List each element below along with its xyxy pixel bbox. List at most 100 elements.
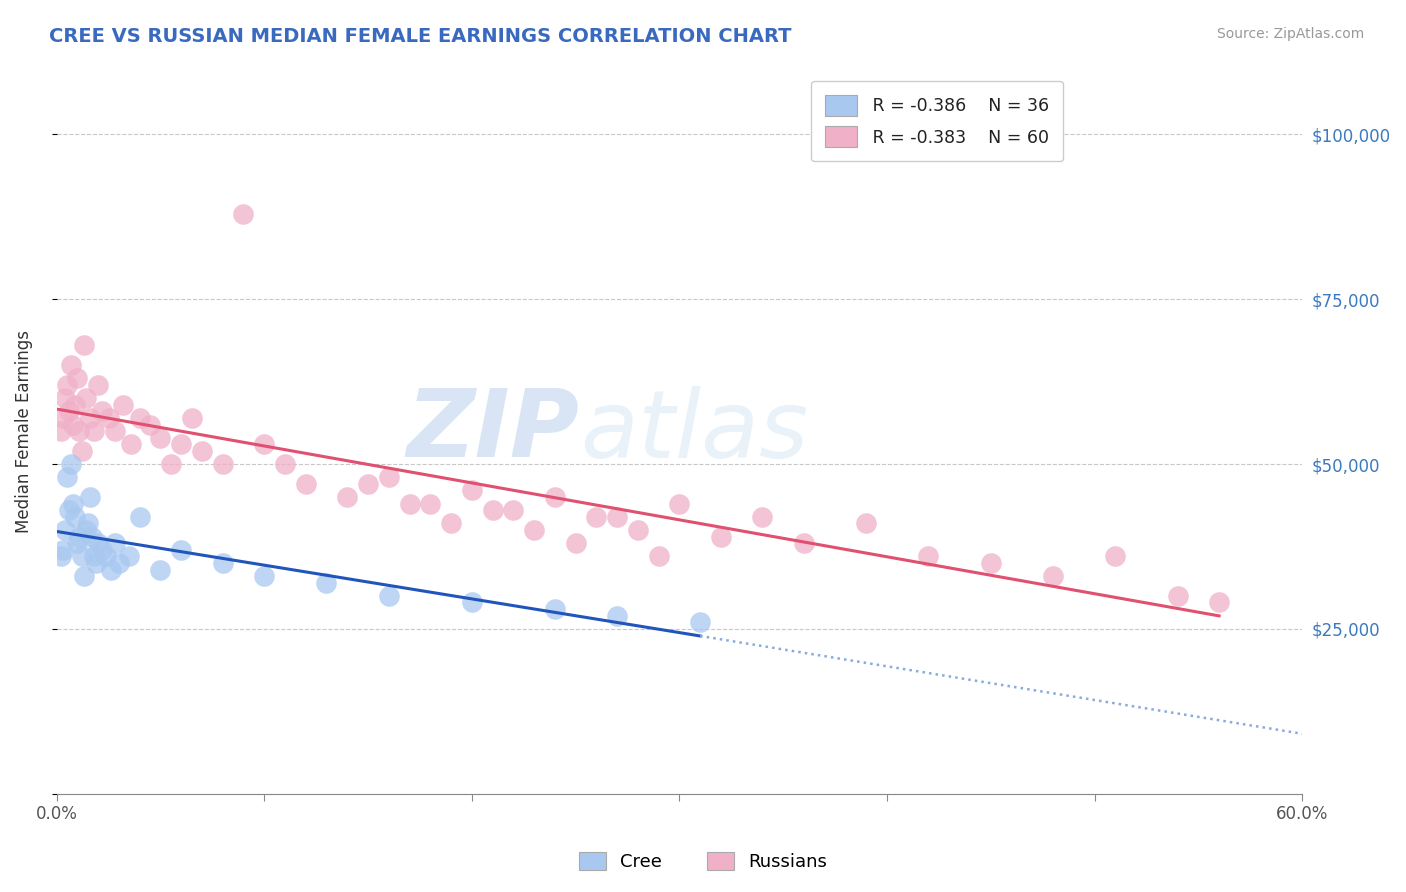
Text: Source: ZipAtlas.com: Source: ZipAtlas.com: [1216, 27, 1364, 41]
Point: [84, 556, 107, 570]
Point: [104, 536, 127, 550]
Text: CREE VS RUSSIAN MEDIAN FEMALE EARNINGS CORRELATION CHART: CREE VS RUSSIAN MEDIAN FEMALE EARNINGS C…: [49, 27, 792, 45]
Point: [66, 536, 89, 550]
Point: [80, 530, 103, 544]
Point: [710, 530, 733, 544]
Point: [191, 443, 214, 458]
Point: [315, 575, 337, 590]
Point: [211, 556, 233, 570]
Point: [69, 424, 91, 438]
Point: [52, 542, 75, 557]
Point: [66, 371, 89, 385]
Point: [502, 503, 524, 517]
Point: [87, 378, 110, 392]
Point: [62, 417, 84, 432]
Point: [170, 437, 193, 451]
Point: [357, 476, 380, 491]
Point: [128, 509, 150, 524]
Text: atlas: atlas: [579, 385, 808, 476]
Point: [274, 457, 297, 471]
Point: [481, 503, 503, 517]
Point: [647, 549, 669, 564]
Point: [91, 404, 114, 418]
Point: [180, 411, 202, 425]
Point: [75, 523, 97, 537]
Legend: Cree, Russians: Cree, Russians: [571, 845, 835, 879]
Point: [1167, 589, 1189, 603]
Point: [751, 509, 773, 524]
Point: [440, 516, 463, 531]
Point: [56, 378, 79, 392]
Point: [419, 497, 441, 511]
Point: [56, 470, 79, 484]
Point: [149, 431, 172, 445]
Point: [606, 608, 628, 623]
Point: [253, 569, 276, 583]
Point: [461, 483, 484, 498]
Point: [294, 476, 316, 491]
Point: [120, 437, 142, 451]
Point: [91, 542, 114, 557]
Legend:  R = -0.386    N = 36,  R = -0.383    N = 60: R = -0.386 N = 36, R = -0.383 N = 60: [811, 81, 1063, 161]
Point: [69, 530, 91, 544]
Point: [336, 490, 359, 504]
Point: [108, 556, 131, 570]
Point: [87, 536, 110, 550]
Point: [564, 536, 586, 550]
Point: [1042, 569, 1064, 583]
Point: [76, 516, 98, 531]
Point: [58, 404, 80, 418]
Y-axis label: Median Female Earnings: Median Female Earnings: [15, 330, 32, 533]
Point: [53, 523, 76, 537]
Point: [606, 509, 628, 524]
Point: [211, 457, 233, 471]
Point: [585, 509, 607, 524]
Point: [377, 589, 399, 603]
Point: [544, 602, 567, 616]
Point: [855, 516, 877, 531]
Text: ZIP: ZIP: [406, 385, 579, 477]
Point: [398, 497, 420, 511]
Point: [139, 417, 162, 432]
Point: [100, 562, 122, 576]
Point: [65, 398, 87, 412]
Point: [49, 549, 72, 564]
Point: [60, 358, 83, 372]
Point: [544, 490, 567, 504]
Point: [96, 549, 118, 564]
Point: [128, 411, 150, 425]
Point: [668, 497, 690, 511]
Point: [83, 549, 105, 564]
Point: [97, 411, 120, 425]
Point: [917, 549, 939, 564]
Point: [58, 503, 80, 517]
Point: [159, 457, 181, 471]
Point: [793, 536, 815, 550]
Point: [118, 549, 141, 564]
Point: [112, 398, 135, 412]
Point: [689, 615, 711, 630]
Point: [79, 490, 101, 504]
Point: [53, 391, 76, 405]
Point: [65, 509, 87, 524]
Point: [60, 457, 83, 471]
Point: [461, 595, 484, 609]
Point: [627, 523, 650, 537]
Point: [72, 338, 94, 352]
Point: [523, 523, 546, 537]
Point: [1208, 595, 1230, 609]
Point: [253, 437, 276, 451]
Point: [170, 542, 193, 557]
Point: [83, 424, 105, 438]
Point: [70, 549, 93, 564]
Point: [79, 411, 101, 425]
Point: [232, 206, 254, 220]
Point: [75, 391, 97, 405]
Point: [70, 443, 93, 458]
Point: [52, 411, 75, 425]
Point: [62, 497, 84, 511]
Point: [72, 569, 94, 583]
Point: [1104, 549, 1126, 564]
Point: [104, 424, 127, 438]
Point: [149, 562, 172, 576]
